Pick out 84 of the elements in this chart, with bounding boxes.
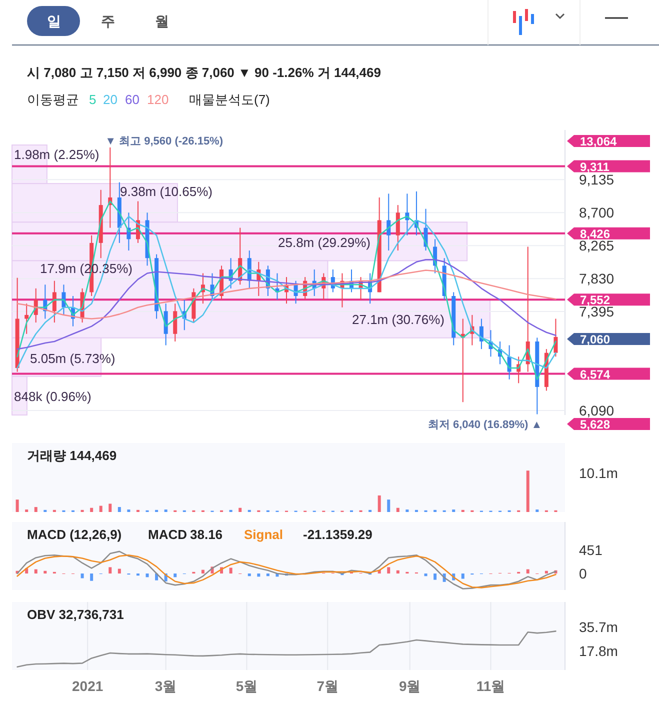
annotation: 38.16 [190, 527, 223, 542]
bar [118, 507, 121, 512]
bar [16, 500, 19, 512]
annotation: -21.1359.29 [303, 527, 372, 542]
bar [424, 574, 428, 576]
text: 5,628 [580, 418, 610, 432]
annotation: ▼ 최고 9,560 (-26.15%) [105, 135, 224, 148]
text: 20 [103, 92, 118, 107]
bar [118, 568, 121, 574]
text: 120 [147, 92, 169, 107]
text: 5 [89, 92, 96, 107]
bar [257, 574, 260, 577]
bar [248, 574, 251, 576]
y-tick-label: 17.8m [579, 643, 618, 660]
bar [229, 568, 232, 574]
y-tick-label: 9,135 [579, 172, 614, 188]
text: 13,064 [580, 134, 618, 148]
ref-line-label: 9,311 [580, 160, 610, 174]
bar [526, 569, 530, 574]
annotation: 최저 6,040 (16.89%) ▲ [428, 419, 542, 432]
bar [461, 574, 464, 579]
data-label: 25.8m (29.29%) [278, 235, 370, 250]
x-tick-label: 5월 [236, 678, 258, 694]
bar [108, 567, 112, 574]
bar [396, 570, 400, 574]
bar [544, 570, 548, 574]
x-tick-label: 11월 [476, 678, 506, 694]
series-label: Signal [244, 527, 284, 542]
data-label: 27.1m (30.76%) [352, 312, 444, 327]
chart-title: MACD (12,26,9) [27, 527, 122, 542]
chart-title: 매물분석도(7) [189, 92, 270, 107]
text: 10.1m [579, 465, 618, 481]
bar [387, 500, 390, 512]
y-tick-label: 451 [579, 542, 603, 558]
bar [90, 574, 94, 581]
data-label: 848k (0.96%) [14, 389, 92, 404]
bar [90, 508, 94, 512]
bar [108, 504, 112, 512]
bar [99, 506, 102, 512]
bar [396, 508, 400, 512]
text: 60 [125, 92, 140, 107]
candlestick [24, 303, 29, 334]
bar [434, 574, 437, 580]
x-tick-label: 3월 [154, 678, 177, 694]
bar [44, 570, 47, 574]
bar [378, 495, 381, 512]
ref-line-label: 8,426 [580, 226, 610, 241]
bar [34, 507, 38, 512]
x-tick-label: 7월 [316, 678, 339, 694]
ref-line-label: 7,552 [580, 293, 610, 308]
bar [34, 569, 38, 574]
bar [266, 574, 270, 576]
x-tick-label: 9월 [398, 678, 421, 694]
line-series [16, 630, 556, 668]
candlestick [52, 280, 56, 324]
y-tick-label: 8,700 [579, 204, 614, 221]
text: 주 [101, 13, 115, 29]
text: 일 [47, 13, 61, 29]
series-label: MACD [148, 527, 187, 542]
bar [526, 470, 530, 512]
y-tick-label: 35.7m [579, 619, 618, 636]
bar [238, 508, 242, 512]
chart-title: 시 7,080 고 7,150 저 6,990 종 7,060 ▼ 90 -1.26% 거 144,469 [27, 65, 381, 80]
x-tick-label: 2021 [72, 678, 104, 694]
text: 7,060 [580, 332, 610, 346]
ref-line-label: 6,574 [580, 367, 610, 382]
data-label: 9.38m (10.65%) [120, 184, 212, 199]
y-tick-label: 0 [579, 566, 587, 582]
y-tick-label: 6,090 [579, 402, 614, 418]
data-label: 5.05m (5.73%) [30, 351, 116, 366]
bar [80, 574, 84, 578]
text: 월 [155, 13, 169, 29]
candlestick [386, 193, 391, 252]
candlestick [173, 303, 178, 342]
legend-title: 이동평균 [27, 92, 79, 107]
chart-title: OBV 32,736,731 [27, 607, 124, 622]
chart-title: 거래량 144,469 [27, 448, 117, 463]
candlestick [396, 204, 400, 252]
bar [387, 567, 390, 574]
y-tick-label: 7,830 [579, 270, 614, 287]
bar [201, 570, 204, 574]
bar [174, 574, 177, 578]
data-label: 1.98m (2.25%) [14, 147, 100, 162]
bar [146, 574, 149, 578]
